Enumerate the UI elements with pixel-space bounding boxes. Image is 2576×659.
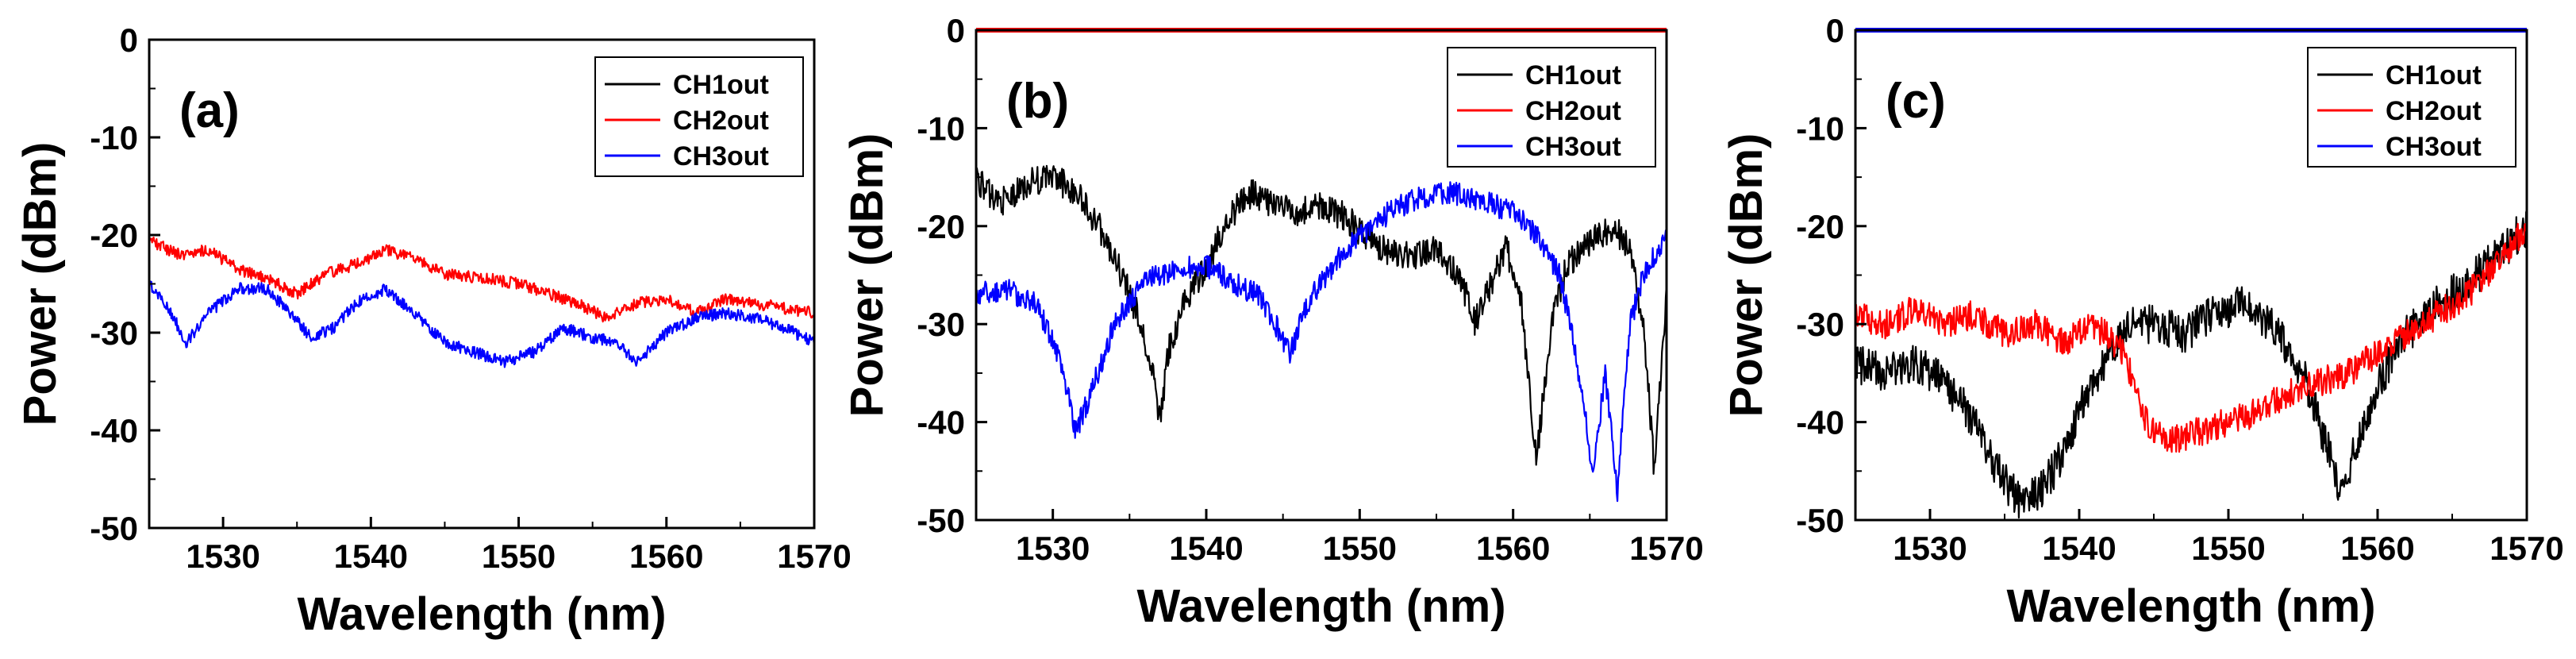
series-line-ch2out [1854, 221, 2528, 453]
legend: CH1out CH2out CH3out [594, 56, 804, 177]
legend-label-ch1out: CH1out [673, 70, 769, 100]
chart-panel-1: 0 -10 -20 -30 -40 -50 1530 1540 1550 1560 1570 Wave… [14, 21, 852, 640]
x-tick-label: 1530 [1893, 530, 1967, 567]
legend-label-ch3out: CH3out [2386, 132, 2482, 162]
y-tick-label: -40 [90, 412, 138, 449]
legend-label-ch2out: CH2out [2386, 96, 2482, 126]
y-tick-label: 0 [947, 12, 965, 49]
x-tick-label: 1560 [2340, 530, 2414, 567]
x-tick-label: 1550 [1323, 530, 1397, 567]
x-axis-title: Wavelength (nm) [297, 588, 666, 640]
panel-label: (a) [179, 83, 240, 138]
y-tick-label: 0 [1826, 12, 1844, 49]
y-tick-label: -30 [917, 306, 965, 343]
y-tick-label: -10 [1796, 110, 1844, 147]
series-line-ch3out [975, 181, 1668, 503]
y-tick-label: -20 [90, 217, 138, 254]
legend-label-ch1out: CH1out [1525, 60, 1621, 91]
legend-label-ch1out: CH1out [2386, 60, 2482, 91]
plot-area [148, 237, 816, 368]
y-tick-label: -20 [1796, 208, 1844, 245]
legend: CH1out CH2out CH3out [2307, 47, 2516, 168]
x-tick-label: 1530 [186, 538, 260, 575]
y-axis-title: Power (dBm) [1721, 133, 1772, 418]
y-axis-title: Power (dBm) [841, 133, 893, 418]
legend: CH1out CH2out CH3out [1447, 47, 1656, 168]
series-line-ch1out [975, 164, 1668, 475]
x-axis-title: Wavelength (nm) [2006, 580, 2375, 632]
legend-label-ch2out: CH2out [1525, 96, 1621, 126]
x-tick-label: 1530 [1016, 530, 1090, 567]
y-tick-label: -50 [917, 502, 965, 539]
legend-label-ch2out: CH2out [673, 106, 769, 136]
legend-label-ch3out: CH3out [673, 141, 769, 171]
series-line-ch1out [1854, 209, 2528, 519]
x-tick-label: 1550 [2191, 530, 2265, 567]
x-tick-label: 1560 [1476, 530, 1550, 567]
x-tick-label: 1540 [334, 538, 408, 575]
y-tick-label: -10 [90, 119, 138, 156]
chart-panel-2: 0 -10 -20 -30 -40 -50 1530 1540 1550 1560 1570 Wave… [841, 12, 1704, 632]
series-line-ch2out [148, 237, 816, 323]
y-tick-label: -50 [1796, 502, 1844, 539]
panel-label: (b) [1006, 74, 1069, 129]
x-tick-label: 1570 [777, 538, 851, 575]
x-tick-label: 1550 [482, 538, 556, 575]
x-tick-label: 1560 [629, 538, 703, 575]
chart-panel-3: 0 -10 -20 -30 -40 -50 1530 1540 1550 1560 1570 Wave… [1721, 12, 2564, 632]
x-tick-label: 1570 [1629, 530, 1703, 567]
x-tick-label: 1570 [2489, 530, 2563, 567]
y-tick-label: -20 [917, 208, 965, 245]
panel-label: (c) [1886, 74, 1946, 129]
x-axis-title: Wavelength (nm) [1136, 580, 1505, 632]
y-tick-label: -30 [1796, 306, 1844, 343]
y-tick-label: -10 [917, 110, 965, 147]
series-line-ch3out [148, 280, 816, 368]
y-tick-label: -30 [90, 314, 138, 352]
y-tick-label: 0 [120, 21, 138, 59]
y-axis-title: Power (dBm) [14, 142, 66, 426]
y-tick-label: -50 [90, 510, 138, 547]
y-tick-label: -40 [1796, 404, 1844, 441]
x-tick-label: 1540 [1169, 530, 1243, 567]
legend-label-ch3out: CH3out [1525, 132, 1621, 162]
x-tick-label: 1540 [2042, 530, 2116, 567]
y-tick-label: -40 [917, 404, 965, 441]
